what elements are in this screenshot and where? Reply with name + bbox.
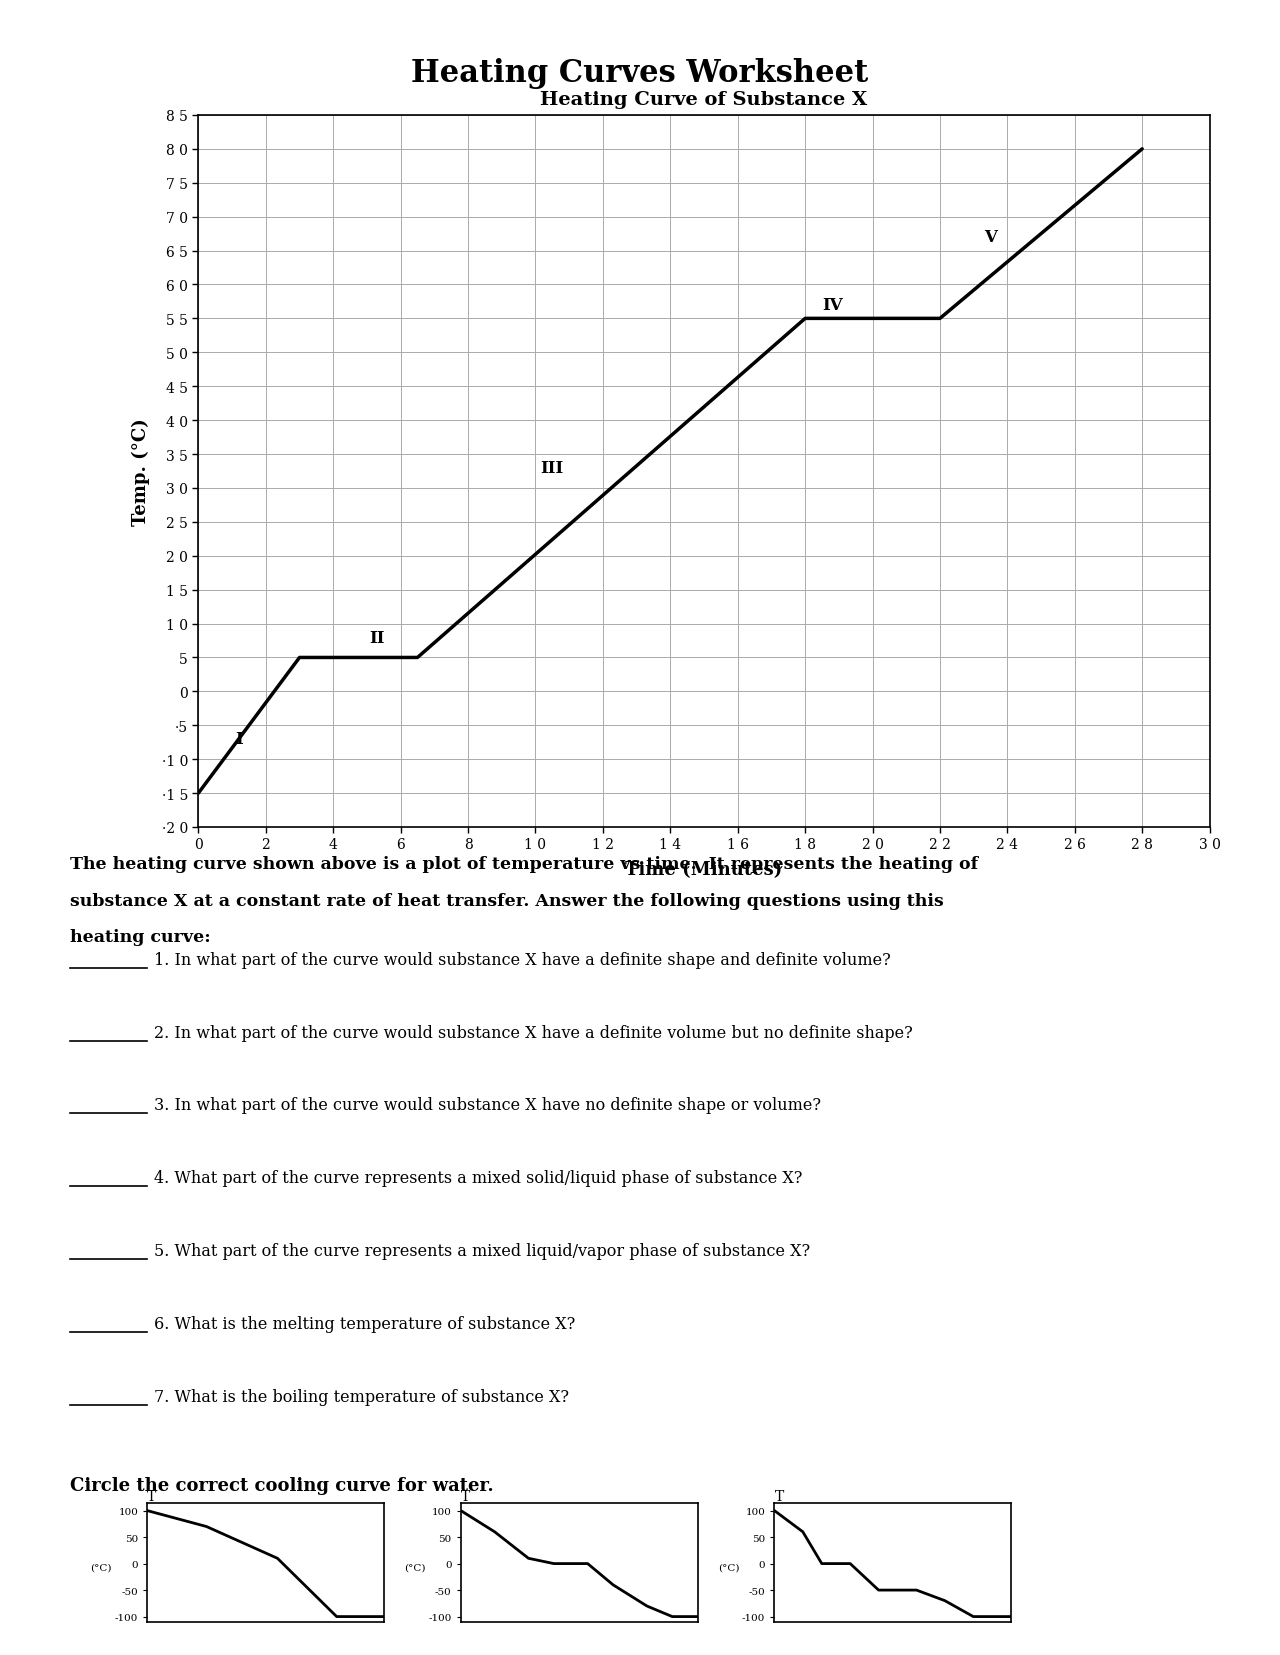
- Text: 5. What part of the curve represents a mixed liquid/vapor phase of substance X?: 5. What part of the curve represents a m…: [154, 1243, 810, 1259]
- Text: T: T: [147, 1490, 156, 1503]
- Text: II: II: [370, 629, 385, 645]
- Text: 6. What is the melting temperature of substance X?: 6. What is the melting temperature of su…: [154, 1316, 575, 1332]
- Y-axis label: (°C): (°C): [404, 1562, 426, 1571]
- Text: 4. What part of the curve represents a mixed solid/liquid phase of substance X?: 4. What part of the curve represents a m…: [154, 1170, 803, 1187]
- Y-axis label: (°C): (°C): [718, 1562, 740, 1571]
- Text: 7. What is the boiling temperature of substance X?: 7. What is the boiling temperature of su…: [154, 1389, 568, 1405]
- Text: T: T: [774, 1490, 783, 1503]
- Text: 3. In what part of the curve would substance X have no definite shape or volume?: 3. In what part of the curve would subst…: [154, 1097, 820, 1114]
- Text: Heating Curves Worksheet: Heating Curves Worksheet: [411, 58, 869, 89]
- Text: I: I: [236, 732, 243, 748]
- Text: V: V: [984, 230, 997, 247]
- Text: III: III: [540, 460, 564, 477]
- Text: T: T: [461, 1490, 470, 1503]
- Title: Heating Curve of Substance X: Heating Curve of Substance X: [540, 91, 868, 109]
- Text: 1. In what part of the curve would substance X have a definite shape and definit: 1. In what part of the curve would subst…: [154, 952, 891, 968]
- Text: IV: IV: [822, 298, 842, 314]
- Text: substance X at a constant rate of heat transfer. Answer the following questions : substance X at a constant rate of heat t…: [70, 892, 945, 909]
- Y-axis label: Temp. (°C): Temp. (°C): [132, 417, 151, 526]
- Y-axis label: (°C): (°C): [91, 1562, 113, 1571]
- Text: 2. In what part of the curve would substance X have a definite volume but no def: 2. In what part of the curve would subst…: [154, 1024, 913, 1041]
- Text: The heating curve shown above is a plot of temperature vs time.  It represents t: The heating curve shown above is a plot …: [70, 856, 978, 872]
- Text: Circle the correct cooling curve for water.: Circle the correct cooling curve for wat…: [70, 1476, 494, 1494]
- Text: heating curve:: heating curve:: [70, 928, 211, 945]
- X-axis label: Time (Minutes): Time (Minutes): [626, 861, 782, 879]
